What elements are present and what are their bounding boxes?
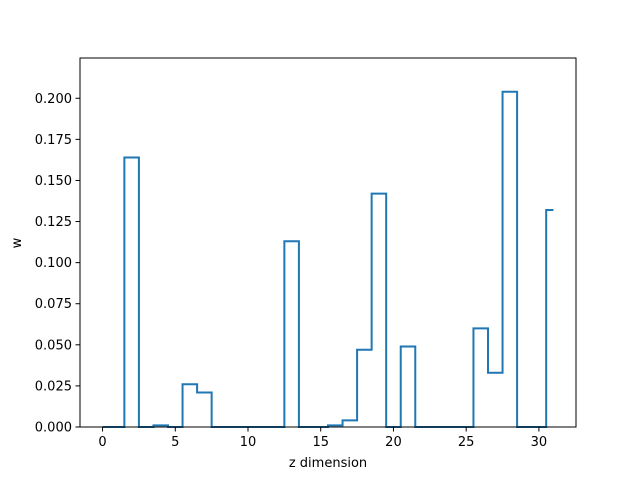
y-tick-label: 0.025	[35, 379, 72, 394]
x-tick-label: 25	[458, 435, 475, 450]
y-tick-label: 0.000	[35, 421, 72, 436]
x-tick-label: 5	[171, 435, 179, 450]
x-tick-label: 10	[240, 435, 257, 450]
y-tick-label: 0.100	[35, 256, 72, 271]
y-tick-label: 0.175	[35, 133, 72, 148]
y-tick-label: 0.125	[35, 215, 72, 230]
y-tick-label: 0.050	[35, 338, 72, 353]
x-tick-label: 15	[312, 435, 329, 450]
x-axis-label: z dimension	[289, 456, 367, 471]
y-tick-label: 0.200	[35, 92, 72, 107]
x-tick-label: 0	[98, 435, 106, 450]
x-tick-label: 30	[531, 435, 548, 450]
x-tick-label: 20	[385, 435, 402, 450]
axes-frame	[79, 57, 577, 428]
axes: 0 5 10 15 20 25 30 0.000 0.025 0.050 0.075 0.100 0.1…	[35, 57, 577, 450]
y-axis-label: w	[10, 237, 25, 248]
y-tick-label: 0.150	[35, 174, 72, 189]
y-tick-label: 0.075	[35, 297, 72, 312]
